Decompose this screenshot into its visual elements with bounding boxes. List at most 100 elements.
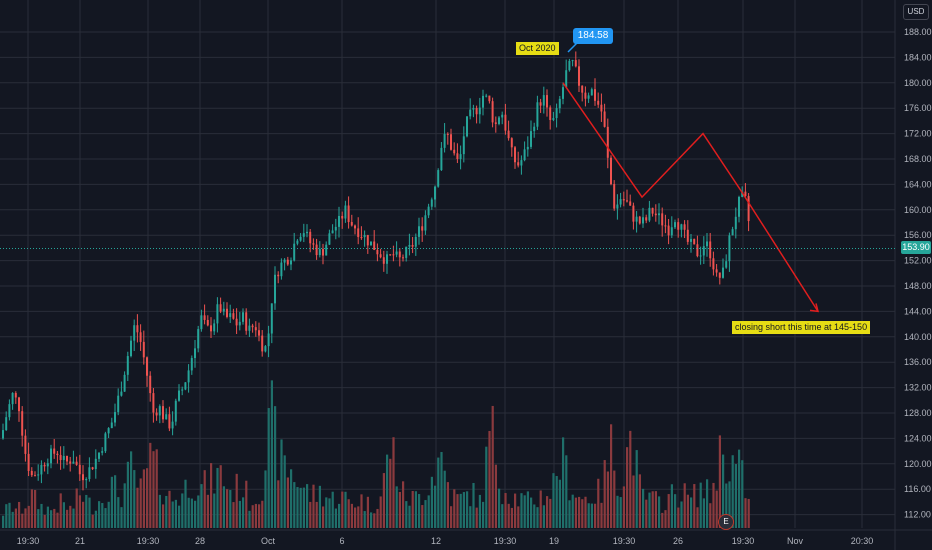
volume-bar (309, 502, 311, 528)
y-tick-label: 176.00 (904, 103, 932, 113)
volume-bar (476, 508, 478, 528)
volume-bar (149, 443, 151, 528)
candle-body (399, 252, 401, 258)
volume-bar (370, 512, 372, 528)
candle-body (223, 309, 225, 312)
volume-bar (450, 506, 452, 528)
volume-bar (687, 495, 689, 528)
candle-body (229, 313, 231, 317)
candle-body (437, 170, 439, 187)
volume-bar (642, 489, 644, 528)
volume-bar (575, 498, 577, 528)
earnings-marker[interactable]: E (718, 514, 734, 530)
candle-body (495, 122, 497, 124)
candle-body (700, 255, 702, 256)
candle-body (732, 229, 734, 235)
candle-body (594, 89, 596, 101)
candle-body (255, 327, 257, 330)
candle-body (716, 269, 718, 272)
candle-body (200, 315, 202, 329)
candlesticks (2, 51, 750, 490)
candle-body (312, 243, 314, 244)
volume-bar (156, 449, 158, 528)
candle-body (34, 475, 36, 476)
volume-bar (639, 474, 641, 528)
y-tick-label: 144.00 (904, 306, 932, 316)
volume-bar (360, 494, 362, 528)
candle-body (450, 134, 452, 150)
candle-body (444, 134, 446, 148)
volume-bar (28, 506, 30, 528)
candle-body (706, 241, 708, 246)
candle-body (191, 358, 193, 370)
candle-body (463, 136, 465, 154)
candle-body (248, 326, 250, 331)
candle-body (578, 66, 580, 85)
volume-bar (428, 495, 430, 528)
candle-body (239, 322, 241, 326)
candle-body (620, 199, 622, 204)
candle-body (50, 449, 52, 464)
candle-body (242, 312, 244, 322)
volume-bar (488, 431, 490, 528)
volume-bar (629, 431, 631, 528)
volume-bar (108, 502, 110, 528)
currency-label[interactable]: USD (903, 4, 929, 20)
volume-bar (47, 507, 49, 528)
volume-bar (613, 471, 615, 528)
volume-bar (607, 472, 609, 528)
volume-bar (367, 497, 369, 528)
candle-body (364, 235, 366, 237)
volume-bar (549, 499, 551, 528)
candle-body (213, 323, 215, 331)
volume-bar (492, 406, 494, 528)
volume-bar (181, 493, 183, 528)
volume-bar (690, 497, 692, 528)
volume-bar (357, 506, 359, 528)
x-tick-label: 20:30 (851, 536, 874, 546)
time-axis[interactable]: 19:30 21 19:30 28 Oct 6 12 19:30 19 19:30 26 19:30 N… (17, 536, 874, 546)
candle-body (488, 96, 490, 102)
volume-bar (220, 465, 222, 528)
y-tick-label: 188.00 (904, 27, 932, 37)
volume-bar (162, 504, 164, 528)
volume-bar (303, 488, 305, 528)
volume-bar (594, 504, 596, 528)
volume-bar (677, 508, 679, 528)
volume-bar (604, 460, 606, 528)
candle-body (348, 206, 350, 223)
candle-body (536, 102, 538, 126)
volume-bar (117, 497, 119, 528)
volume-bar (2, 516, 4, 528)
candle-body (367, 235, 369, 245)
candle-body (124, 375, 126, 392)
candle-body (469, 110, 471, 117)
candle-body (597, 101, 599, 105)
volume-bar (60, 493, 62, 528)
candle-body (735, 217, 737, 229)
candle-body (108, 428, 110, 433)
candle-body (517, 162, 519, 165)
volume-bar (440, 452, 442, 528)
candle-body (72, 462, 74, 464)
candle-body (386, 254, 388, 263)
candle-body (581, 86, 583, 93)
candle-body (661, 213, 663, 225)
candle-body (178, 391, 180, 401)
current-price-tag: 153.90 (901, 241, 931, 254)
volume-bar (709, 503, 711, 528)
candle-body (623, 199, 625, 200)
volume-bar (501, 504, 503, 528)
volume-bar (245, 481, 247, 528)
volume-bar (562, 437, 564, 528)
candle-body (719, 273, 721, 278)
candle-body (104, 433, 106, 451)
price-axis[interactable]: 188.00 184.00 180.00 176.00 172.00 168.00 164.… (904, 27, 932, 520)
volume-bar (648, 493, 650, 528)
volume-bar (194, 501, 196, 528)
volume-bar (15, 509, 17, 528)
candle-body (28, 454, 30, 471)
